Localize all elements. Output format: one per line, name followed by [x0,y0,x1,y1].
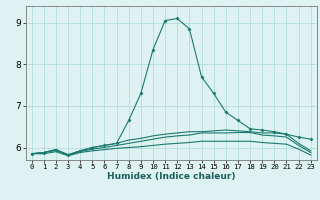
X-axis label: Humidex (Indice chaleur): Humidex (Indice chaleur) [107,172,236,181]
